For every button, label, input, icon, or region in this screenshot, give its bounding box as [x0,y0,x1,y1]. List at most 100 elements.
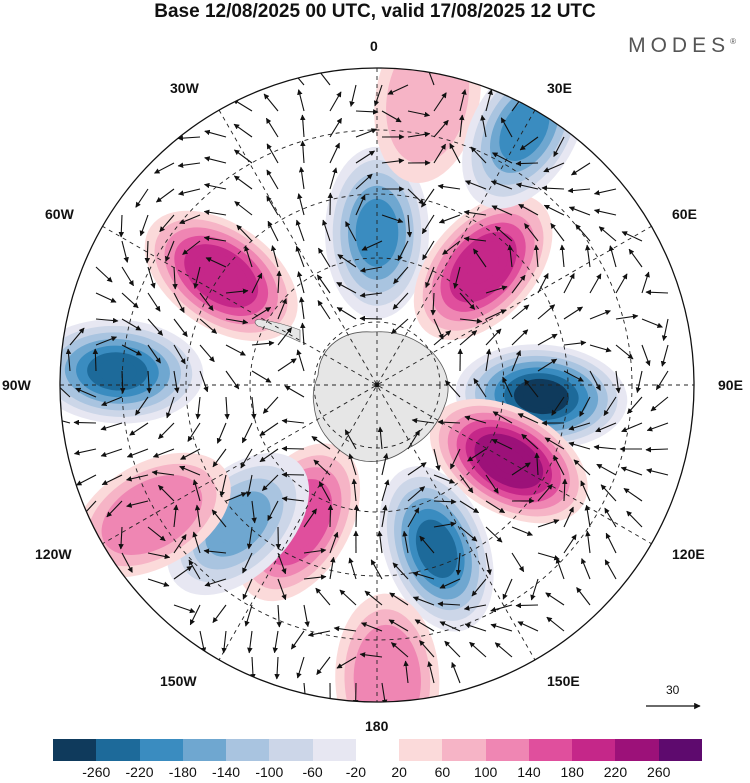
wind-vector [203,182,227,190]
wind-vector [537,552,560,561]
wind-vector [277,552,287,575]
wind-vector [411,417,435,424]
lon-label-30e: 30E [547,80,572,96]
wind-vector [455,552,462,576]
wind-vector [244,245,253,268]
wind-vector [453,266,461,289]
wind-vector [381,452,389,476]
wind-vector [296,349,305,372]
wind-vector [605,532,617,554]
wind-vector [359,652,383,658]
wind-vector [511,552,525,573]
wind-vector [173,534,187,554]
wind-vector [485,89,493,112]
wind-vector [348,557,357,580]
wind-vector [173,292,185,313]
wind-vector [233,149,253,164]
lon-label-120w: 120W [35,546,72,562]
wind-vector [517,413,539,424]
wind-vector [240,448,253,469]
wind-vector [60,381,71,398]
wind-vector [563,273,575,294]
colorbar-tick: 20 [391,764,407,780]
wind-vector [313,459,331,476]
wind-vector [511,304,530,320]
wind-vector [598,226,617,242]
wind-vector [126,500,149,508]
wind-vector [299,296,305,320]
wind-vector [225,318,249,325]
wind-vector [406,214,413,238]
lon-label-150e: 150E [547,673,580,689]
wind-vector [277,298,287,320]
wind-vector [177,135,201,141]
wind-vector [573,459,591,476]
wind-vector [641,318,663,328]
colorbar-tick: 100 [473,764,498,780]
wind-vector [159,214,175,233]
wind-vector [360,622,383,632]
wind-vector [281,445,305,452]
wind-vector [585,530,591,554]
wind-vector [581,558,591,580]
wind-vector [193,266,201,289]
wind-vector [381,214,404,224]
wind-vector [121,318,142,331]
wind-vector [121,266,134,287]
wind-vector [641,271,650,294]
wind-vector [337,254,357,268]
wind-vector [485,474,499,494]
wind-vector [608,245,617,268]
anomaly-contour [203,260,239,291]
wind-vector [336,307,357,320]
wind-vector [121,240,129,263]
wind-vector [381,479,390,502]
wind-vector [173,344,186,365]
wind-vector [576,587,591,606]
wind-vector [100,448,123,458]
wind-vector [329,91,342,112]
wind-vector [524,223,539,242]
wind-vector [467,448,487,462]
wind-vector [135,188,149,208]
wind-vector [492,411,513,424]
wind-vector [290,630,305,650]
colorbar-swatch [355,739,400,761]
wind-vector [216,422,227,444]
wind-vector [187,422,201,442]
wind-vector [521,433,539,450]
wind-vector [351,478,358,502]
wind-vector [199,292,214,312]
wind-vector [205,257,227,268]
wind-vector [263,93,279,112]
wind-vector [645,289,669,296]
wind-vector [568,422,591,431]
wind-vector [425,266,435,289]
wind-vector [655,370,669,391]
wind-vector [281,496,305,502]
wind-vector [459,318,483,324]
wind-vector [492,152,513,164]
wind-vector [329,556,336,580]
wind-vector [537,483,553,502]
wind-vector [118,526,124,550]
wind-vector [459,292,476,310]
wind-vector [439,621,461,632]
wind-vector [152,448,175,458]
wind-vector [459,114,465,138]
wind-vector [518,203,539,216]
wind-vector [421,188,435,208]
lon-label-120e: 120E [672,546,705,562]
wind-vector [234,201,253,216]
wind-vector [615,370,621,394]
wind-vector [589,344,612,353]
wind-vector [316,656,331,676]
wind-vector [233,175,253,190]
wind-vector [251,340,275,347]
wind-vector [296,656,305,679]
anomaly-contour [98,358,137,385]
wind-vector [345,221,357,242]
wind-vector [154,162,175,174]
wind-vector [147,292,161,312]
wind-vector [336,282,357,294]
